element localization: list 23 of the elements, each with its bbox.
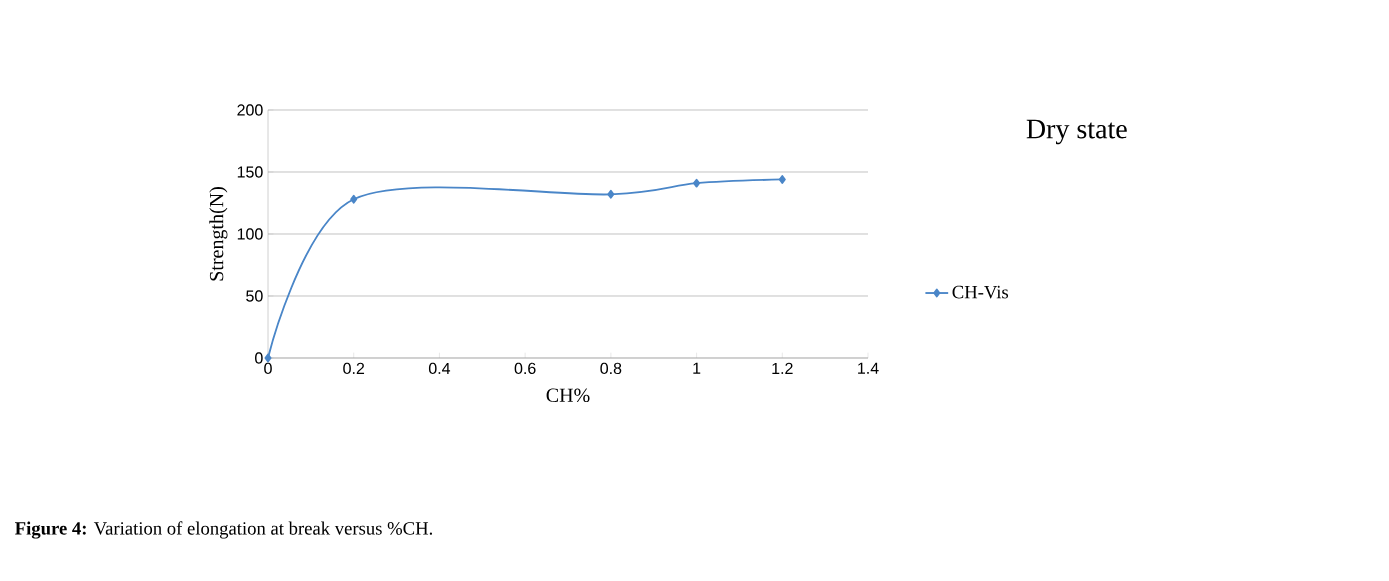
point — [607, 189, 615, 199]
text: Figure 4: Variation of elongation at break versus %CH. — [15, 521, 433, 539]
point — [350, 194, 358, 204]
y-tick-label: 150 — [237, 166, 263, 178]
y-tick-label: 200 — [237, 104, 263, 116]
x-tick-label: 0 — [264, 362, 272, 375]
x-tick-label: 0.4 — [428, 362, 451, 375]
point — [778, 175, 786, 184]
y-tick-label: 50 — [246, 290, 263, 302]
x-tick-label: 1 — [693, 362, 701, 374]
text: Dry state — [1026, 119, 1127, 145]
x-tick-label: 0.6 — [514, 362, 536, 375]
point — [264, 353, 272, 363]
x-tick-label: 1.4 — [858, 362, 879, 374]
legend-label: CH-Vis — [952, 285, 1009, 299]
y-tick-label: 100 — [237, 228, 263, 240]
y-tick-label: 0 — [255, 352, 263, 364]
x-tick-label: 0.8 — [600, 362, 622, 375]
y-axis-title: Strength(N) — [209, 187, 228, 281]
x-tick-label: 1.2 — [772, 362, 793, 374]
x-axis-title: CH% — [546, 388, 590, 403]
point — [693, 178, 701, 188]
x-tick-label: 0.2 — [343, 362, 365, 375]
